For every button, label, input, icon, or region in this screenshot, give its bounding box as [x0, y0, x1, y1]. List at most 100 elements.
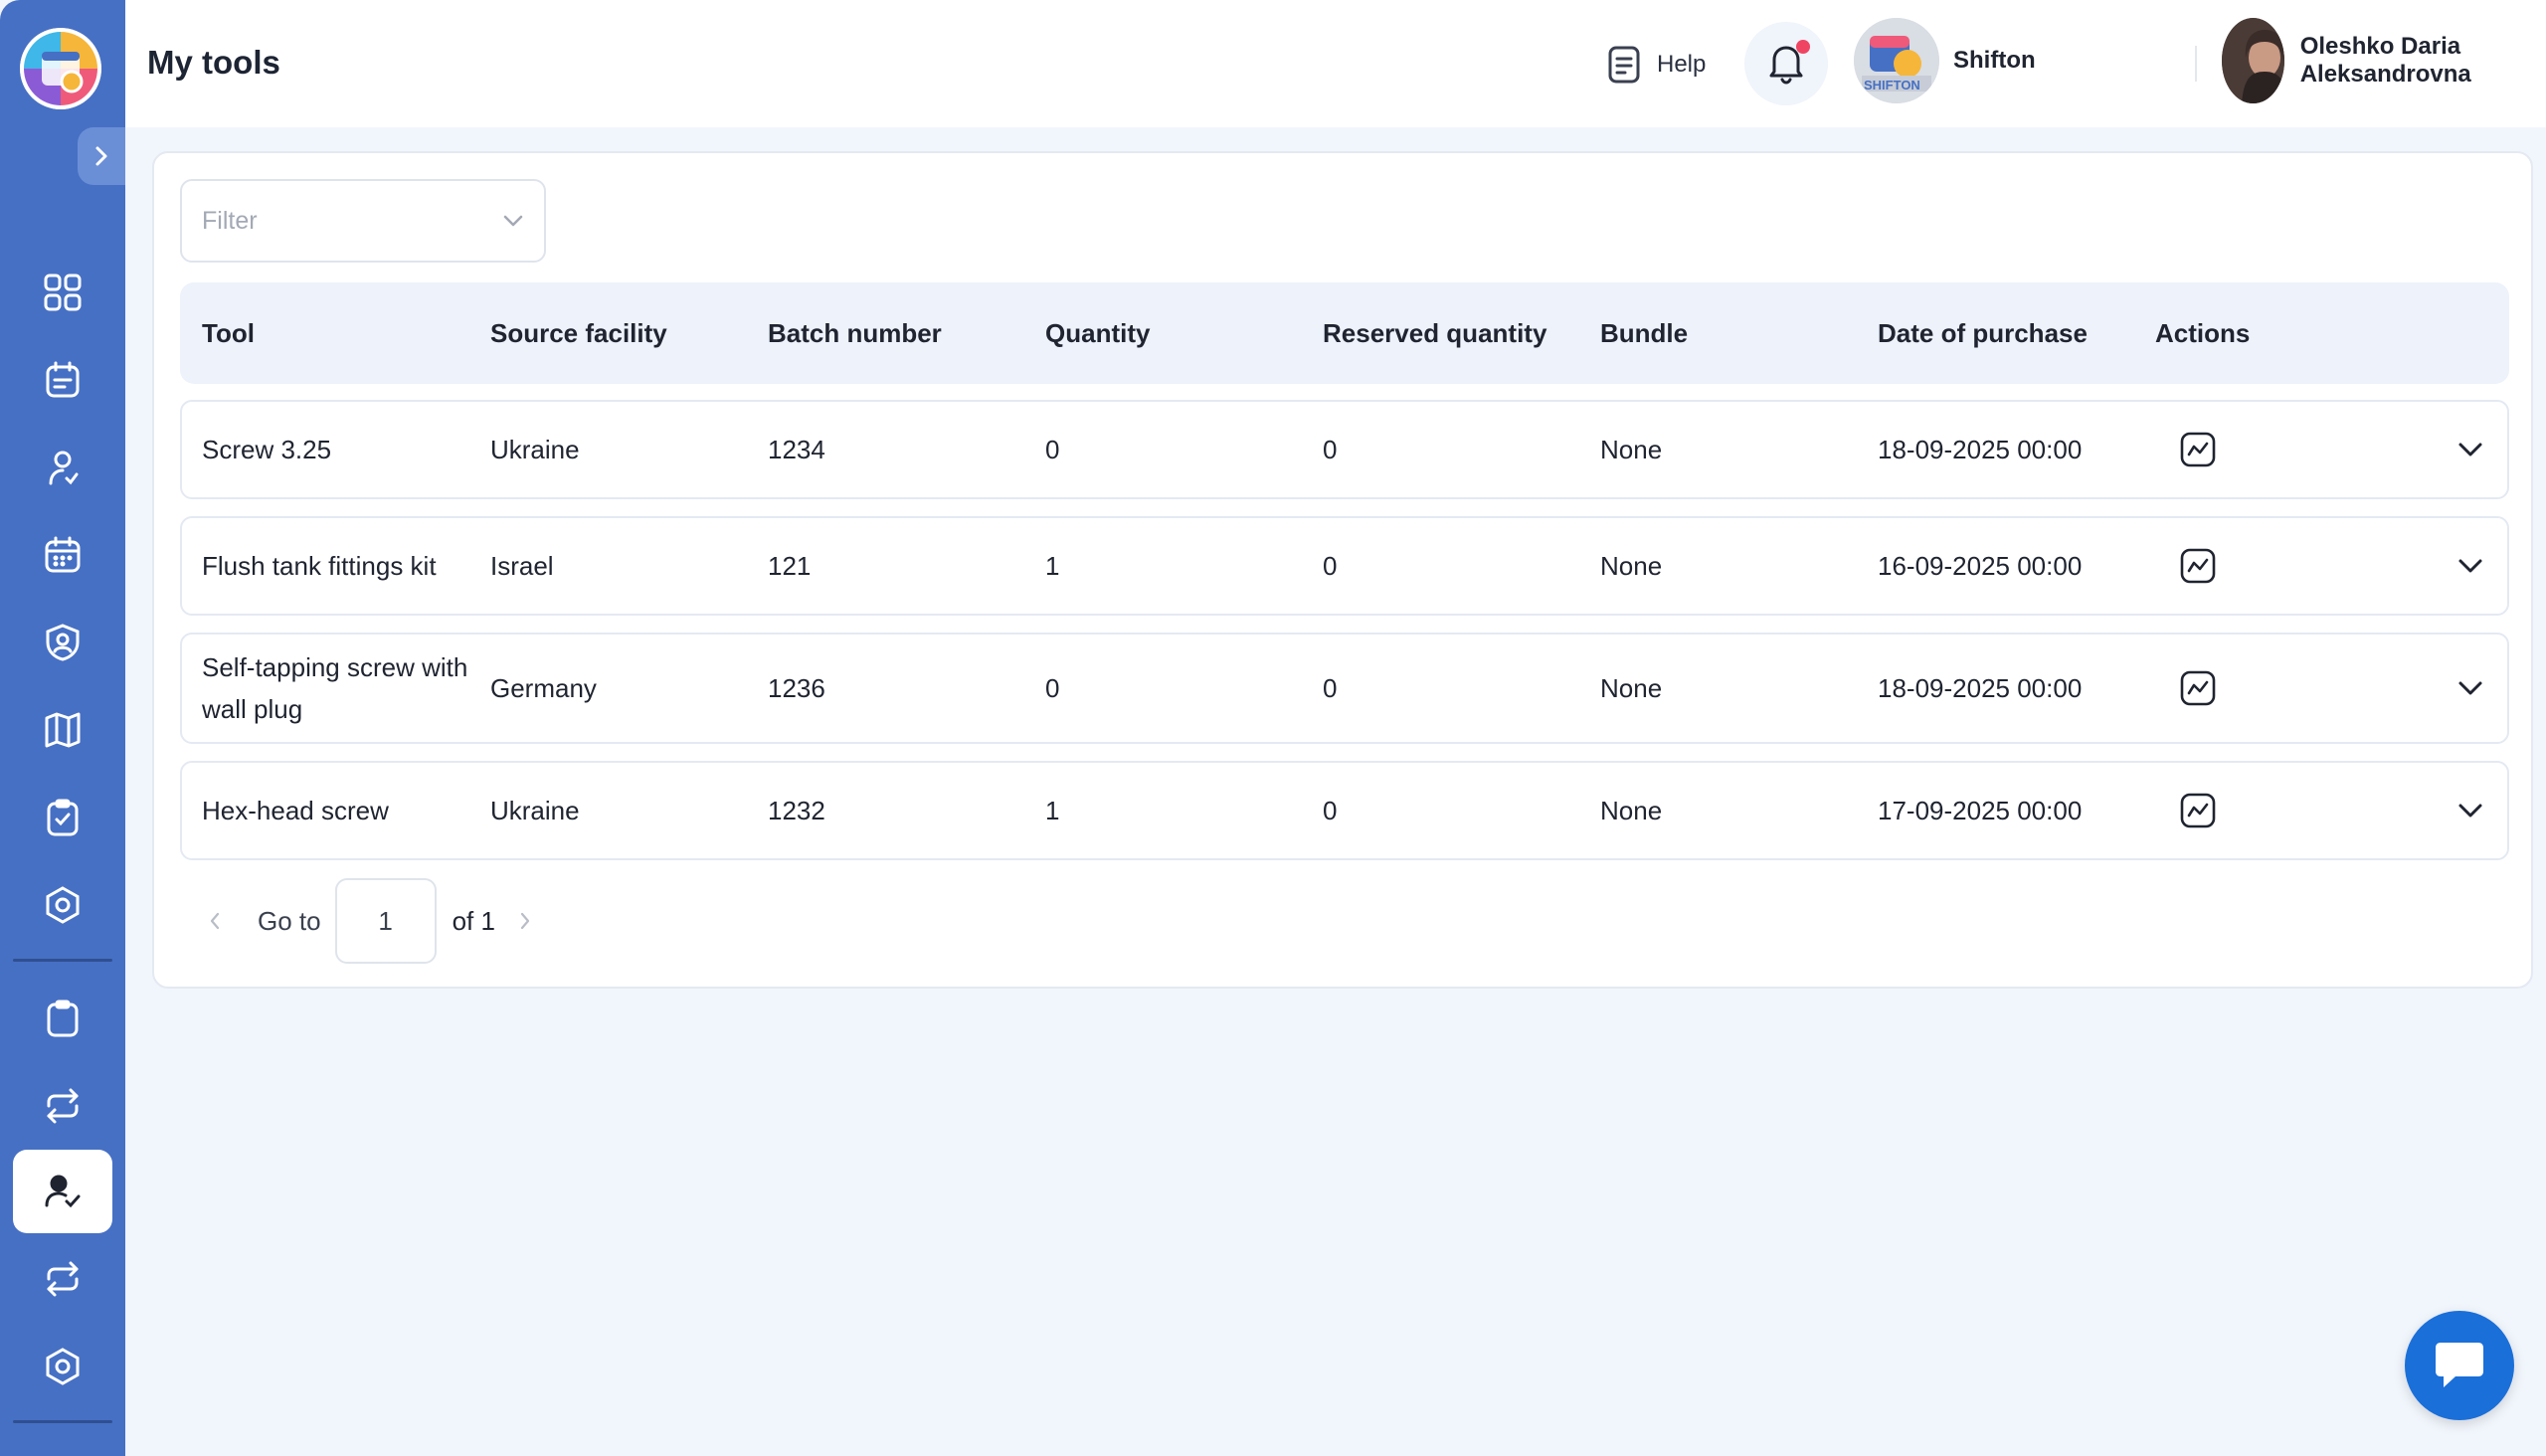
sidebar-divider	[13, 1420, 112, 1423]
company-avatar: SHIFTON	[1854, 18, 1939, 103]
goto-label: Go to	[258, 905, 321, 936]
history-button[interactable]	[2179, 518, 2217, 614]
table-row[interactable]: Self-tapping screw with wall plug German…	[180, 633, 2509, 744]
clipboard-icon	[47, 1000, 79, 1037]
cell-tool: Self-tapping screw with wall plug	[202, 652, 468, 724]
column-header-batch-number[interactable]: Batch number	[768, 317, 942, 348]
expand-row-button[interactable]	[2457, 518, 2483, 614]
cell-quantity: 1	[1045, 551, 1060, 581]
next-page-button[interactable]	[495, 910, 555, 932]
hexagon-settings-icon	[46, 886, 80, 924]
cell-bundle: None	[1600, 796, 1663, 825]
chart-history-icon	[2180, 548, 2216, 584]
sidebar	[0, 0, 125, 1456]
expand-row-button[interactable]	[2457, 763, 2483, 858]
cell-date-of-purchase: 17-09-2025 00:00	[1878, 796, 2083, 825]
grid-icon	[44, 273, 82, 311]
prev-page-button[interactable]	[180, 910, 250, 932]
chevron-down-icon	[2458, 804, 2482, 818]
table-header: Tool Source facility Batch number Quanti…	[180, 282, 2509, 384]
bell-icon	[1769, 46, 1803, 85]
column-header-tool[interactable]: Tool	[202, 317, 255, 348]
history-button[interactable]	[2179, 402, 2217, 497]
hexagon-settings-icon	[46, 1348, 80, 1385]
pagination: Go to 1 of 1	[180, 877, 555, 965]
help-label: Help	[1657, 51, 1707, 78]
sidebar-expand-button[interactable]	[78, 127, 125, 185]
chat-bubble-icon	[2436, 1343, 2483, 1387]
chat-button[interactable]	[2405, 1311, 2514, 1420]
sidebar-item-inventory[interactable]	[13, 977, 112, 1060]
cell-bundle: None	[1600, 551, 1663, 581]
shifton-logo[interactable]	[20, 28, 101, 109]
cell-batch-number: 1234	[768, 435, 825, 464]
sidebar-item-exchanges[interactable]	[13, 1237, 112, 1321]
sidebar-item-employees[interactable]	[13, 426, 112, 509]
sidebar-item-profile[interactable]	[13, 601, 112, 684]
page-count-label: of 1	[452, 905, 495, 936]
column-header-quantity[interactable]: Quantity	[1045, 317, 1151, 348]
cell-bundle: None	[1600, 673, 1663, 703]
cell-batch-number: 1232	[768, 796, 825, 825]
table-row[interactable]: Flush tank fittings kit Israel 121 1 0 N…	[180, 516, 2509, 616]
column-header-bundle[interactable]: Bundle	[1600, 317, 1689, 348]
expand-row-button[interactable]	[2457, 635, 2483, 742]
column-header-date-of-purchase[interactable]: Date of purchase	[1878, 317, 2088, 348]
sidebar-item-transfers[interactable]	[13, 1064, 112, 1148]
page-title: My tools	[147, 44, 280, 81]
cell-batch-number: 1236	[768, 673, 825, 703]
exchange-icon	[47, 1261, 79, 1297]
header-divider	[2195, 46, 2197, 82]
sidebar-divider	[13, 959, 112, 962]
notification-dot	[1796, 40, 1810, 54]
sidebar-item-tasks[interactable]	[13, 776, 112, 859]
chevron-right-icon	[520, 912, 530, 930]
user-name: Oleshko Daria Aleksandrovna	[2299, 33, 2471, 88]
svg-text:SHIFTON: SHIFTON	[1864, 78, 1920, 92]
notifications-button[interactable]	[1744, 22, 1828, 105]
badge-icon	[46, 624, 80, 661]
cell-source-facility: Ukraine	[490, 435, 580, 464]
filter-select[interactable]: Filter	[180, 179, 546, 263]
cell-tool: Screw 3.25	[202, 435, 332, 464]
clipboard-check-icon	[47, 799, 79, 836]
column-header-source-facility[interactable]: Source facility	[490, 317, 667, 348]
expand-row-button[interactable]	[2457, 402, 2483, 497]
column-header-actions: Actions	[2155, 317, 2251, 348]
sidebar-item-schedule[interactable]	[13, 338, 112, 422]
cell-date-of-purchase: 18-09-2025 00:00	[1878, 673, 2083, 703]
column-header-reserved-quantity[interactable]: Reserved quantity	[1323, 317, 1547, 348]
cell-bundle: None	[1600, 435, 1663, 464]
sidebar-item-admin-settings[interactable]	[13, 1325, 112, 1408]
exchange-icon	[47, 1088, 79, 1124]
chevron-down-icon	[2458, 559, 2482, 573]
user-tools-icon	[45, 1175, 81, 1208]
cell-reserved-quantity: 0	[1323, 796, 1338, 825]
company-name: Shifton	[1953, 47, 2036, 74]
sidebar-item-my-tools[interactable]	[13, 1150, 112, 1233]
tools-card: Filter Tool Source facility Batch number…	[152, 151, 2533, 989]
history-button[interactable]	[2179, 763, 2217, 858]
cell-quantity: 1	[1045, 796, 1060, 825]
chart-history-icon	[2180, 432, 2216, 467]
table-row[interactable]: Hex-head screw Ukraine 1232 1 0 None 17-…	[180, 761, 2509, 860]
help-link[interactable]: Help	[1607, 40, 1706, 90]
page-number-input[interactable]: 1	[334, 878, 437, 964]
calendar-icon	[45, 536, 81, 573]
sidebar-item-map[interactable]	[13, 688, 112, 772]
chevron-down-icon	[503, 215, 523, 227]
chevron-left-icon	[210, 912, 220, 930]
cell-reserved-quantity: 0	[1323, 551, 1338, 581]
table-row[interactable]: Screw 3.25 Ukraine 1234 0 0 None 18-09-2…	[180, 400, 2509, 499]
company-switcher[interactable]: SHIFTON Shifton	[1854, 18, 2036, 103]
sidebar-item-calendar[interactable]	[13, 513, 112, 597]
user-check-icon	[49, 451, 79, 485]
cell-batch-number: 121	[768, 551, 812, 581]
sidebar-item-settings[interactable]	[13, 863, 112, 947]
sidebar-item-dashboard[interactable]	[13, 251, 112, 334]
cell-quantity: 0	[1045, 435, 1060, 464]
user-menu[interactable]: Oleshko Daria Aleksandrovna	[2222, 18, 2546, 103]
chevron-right-icon	[95, 146, 107, 166]
history-button[interactable]	[2179, 635, 2217, 742]
avatar	[2222, 18, 2284, 103]
